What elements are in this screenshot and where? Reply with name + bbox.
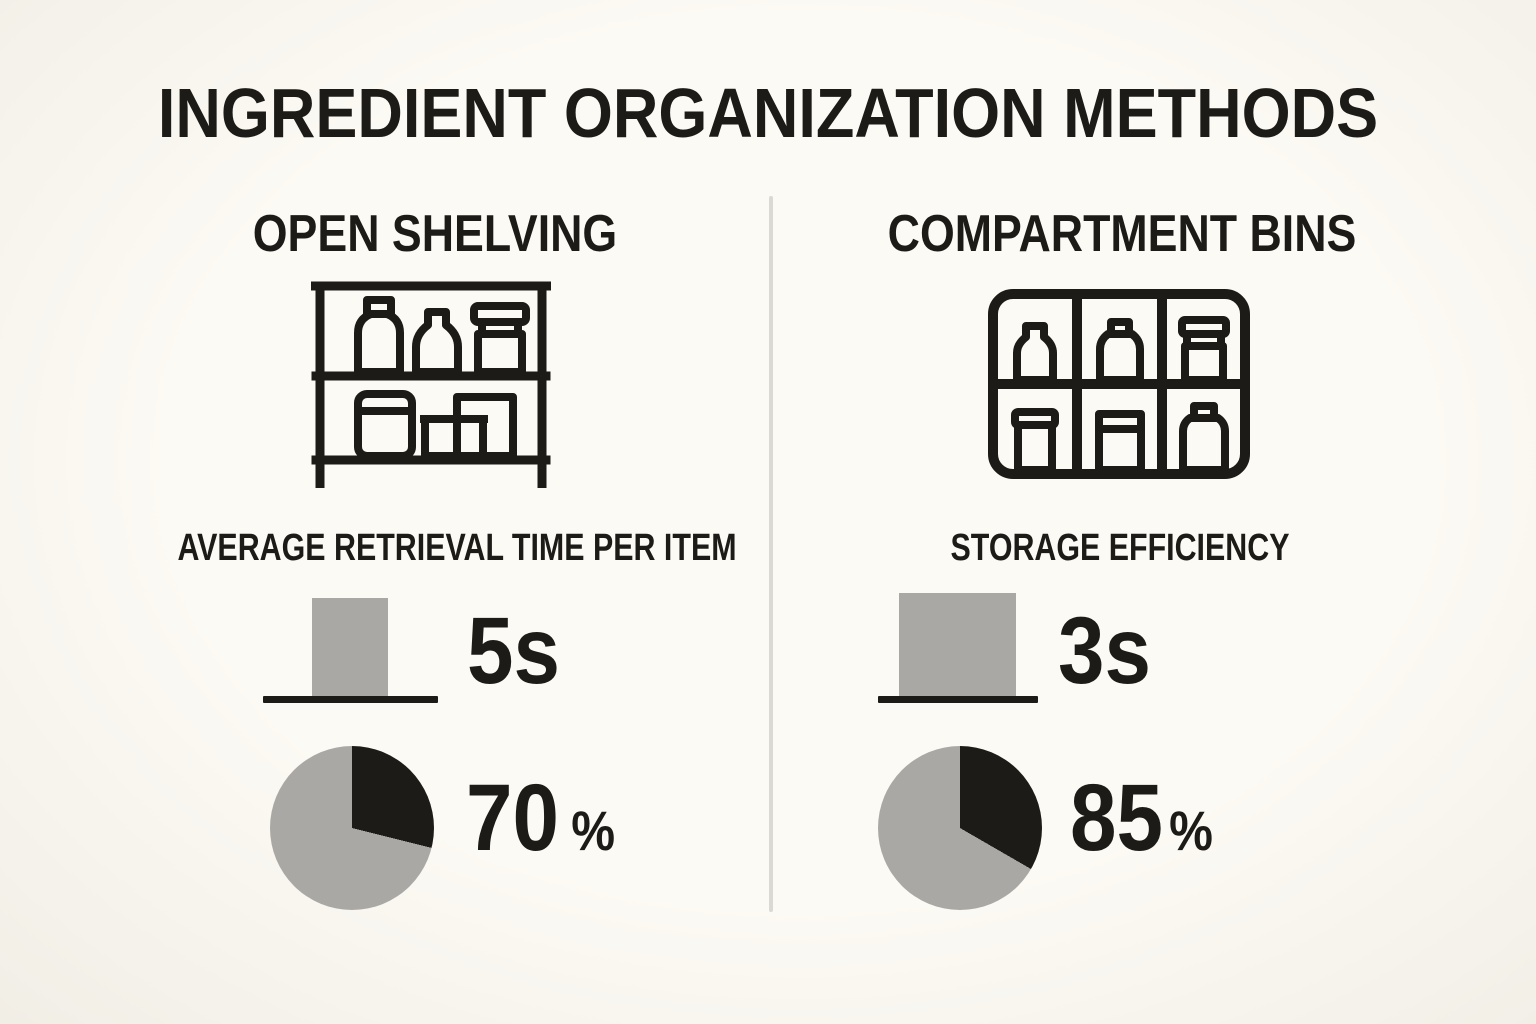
storage-efficiency-label: STORAGE EFFICIENCY: [908, 527, 1332, 570]
compartment-bins-icon-svg: [988, 289, 1250, 479]
open-shelving-icon-svg: [311, 281, 551, 488]
retrieval-time-label-text: AVERAGE RETRIEVAL TIME PER ITEM: [177, 527, 737, 569]
retrieval-time-label: AVERAGE RETRIEVAL TIME PER ITEM: [108, 527, 807, 570]
storage-efficiency-percent-value: 85%: [1070, 771, 1232, 866]
retrieval-time-bar-baseline: [263, 696, 438, 703]
storage-efficiency-time-value-text: 3s: [1058, 598, 1151, 704]
retrieval-time-value-text: 5s: [467, 598, 560, 704]
retrieval-percent-number: 70: [466, 765, 559, 871]
page-title: INGREDIENT ORGANIZATION METHODS: [90, 73, 1446, 153]
retrieval-pie-chart: [270, 746, 434, 910]
compartment-bins-icon: [987, 288, 1251, 480]
retrieval-percent-sign: %: [571, 799, 616, 862]
storage-efficiency-bar-baseline: [878, 696, 1038, 703]
retrieval-time-bar: [312, 598, 388, 698]
retrieval-time-value: 5s: [467, 604, 573, 699]
storage-efficiency-label-text: STORAGE EFFICIENCY: [950, 527, 1290, 569]
column-divider: [769, 196, 773, 912]
storage-percent-sign: %: [1169, 799, 1213, 862]
retrieval-percent-wrap: 70%: [466, 771, 615, 866]
storage-percent-number: 85: [1070, 765, 1163, 871]
open-shelving-heading: OPEN SHELVING: [223, 204, 647, 264]
compartment-bins-heading-text: COMPARTMENT BINS: [887, 205, 1357, 263]
page-title-text: INGREDIENT ORGANIZATION METHODS: [157, 74, 1379, 152]
compartment-bins-heading: COMPARTMENT BINS: [849, 204, 1394, 264]
open-shelving-icon: [311, 276, 551, 488]
storage-efficiency-pie-chart: [878, 746, 1042, 910]
storage-efficiency-bar: [899, 593, 1016, 696]
storage-efficiency-time-value: 3s: [1058, 604, 1164, 699]
open-shelving-heading-text: OPEN SHELVING: [252, 205, 618, 263]
storage-percent-wrap: 85%: [1070, 771, 1213, 866]
retrieval-percent-value: 70%: [466, 771, 635, 866]
